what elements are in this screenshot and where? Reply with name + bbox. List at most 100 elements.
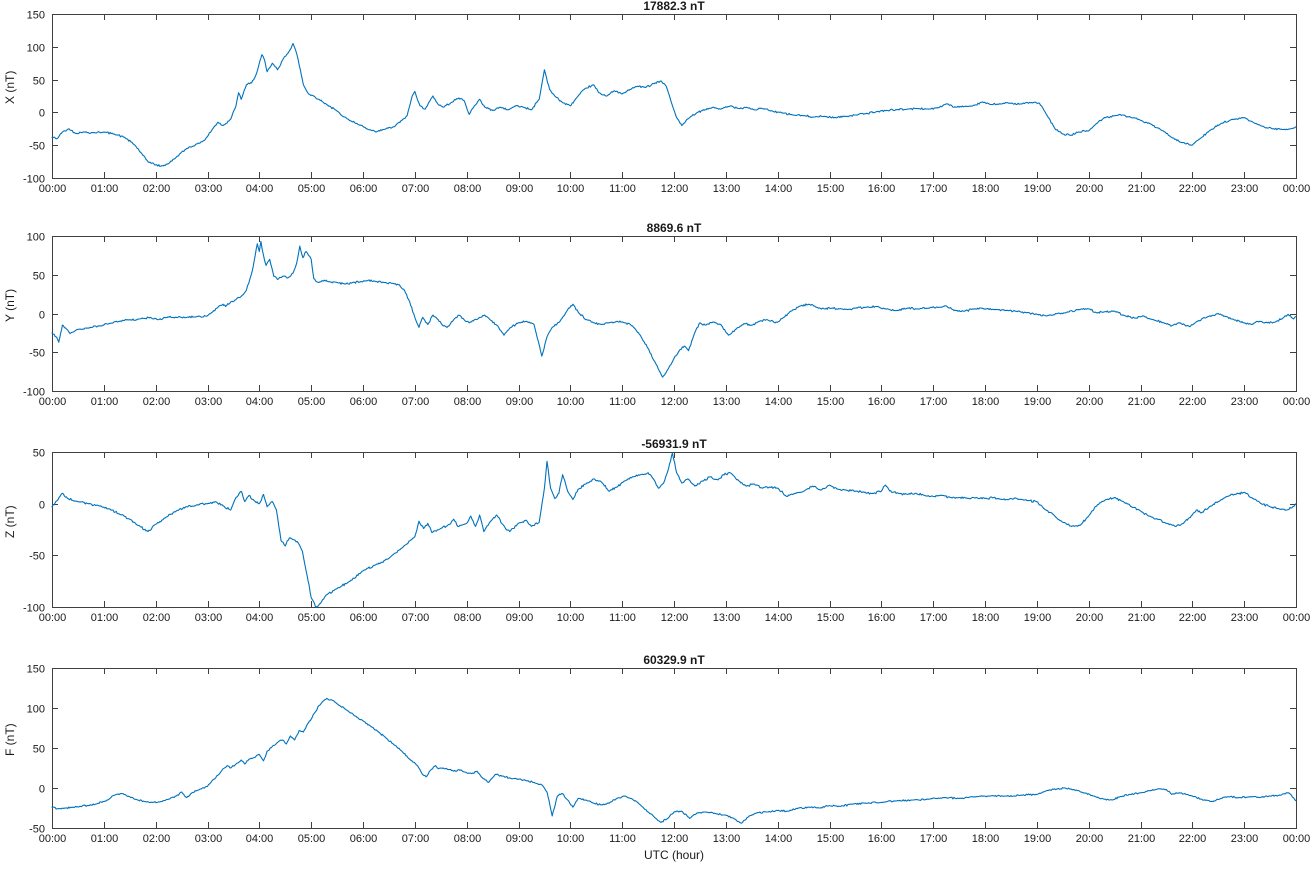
x-tick-label: 05:00 <box>298 833 326 845</box>
x-tick-label: 00:00 <box>39 612 67 624</box>
x-tick-label: 08:00 <box>454 396 482 408</box>
x-tick-label: 19:00 <box>1024 833 1052 845</box>
x-tick-label: 03:00 <box>195 183 223 195</box>
x-tick-label: 09:00 <box>506 396 534 408</box>
x-tick-label: 03:00 <box>195 833 223 845</box>
y-tick-label: -100 <box>23 174 45 186</box>
x-tick-label: 00:00 <box>39 183 67 195</box>
x-tick-label: 10:00 <box>557 396 585 408</box>
x-tick-label: 12:00 <box>661 183 689 195</box>
x-tick-label: 21:00 <box>1128 612 1156 624</box>
data-line-x <box>51 42 1297 167</box>
x-tick-label: 13:00 <box>713 612 741 624</box>
x-tick-label: 23:00 <box>1231 612 1259 624</box>
x-tick-label: 02:00 <box>143 833 171 845</box>
subplot-title-y: 8869.6 nT <box>646 221 702 235</box>
x-tick-label: 23:00 <box>1231 396 1259 408</box>
x-tick-label: 22:00 <box>1179 612 1207 624</box>
x-tick-label: 18:00 <box>972 833 1000 845</box>
x-tick-label: 17:00 <box>920 833 948 845</box>
subplot-title-f: 60329.9 nT <box>643 653 705 667</box>
x-tick-label: 04:00 <box>246 612 274 624</box>
subplot-title-x: 17882.3 nT <box>643 0 705 13</box>
x-tick-label: 13:00 <box>713 396 741 408</box>
x-tick-label: 20:00 <box>1076 833 1104 845</box>
x-tick-label: 04:00 <box>246 183 274 195</box>
x-tick-label: 14:00 <box>765 612 793 624</box>
y-tick-label: 50 <box>33 448 45 460</box>
x-tick-label: 10:00 <box>557 833 585 845</box>
x-tick-label: 06:00 <box>350 612 378 624</box>
y-tick-label: 50 <box>33 744 45 756</box>
x-tick-label: 07:00 <box>402 396 430 408</box>
x-tick-label: 14:00 <box>765 833 793 845</box>
x-tick-label: 22:00 <box>1179 183 1207 195</box>
x-tick-label: 01:00 <box>91 396 119 408</box>
x-tick-label: 05:00 <box>298 396 326 408</box>
x-tick-label: 11:00 <box>609 396 636 408</box>
x-tick-label: 16:00 <box>868 833 896 845</box>
axes-box <box>52 452 1297 608</box>
data-line-z <box>51 452 1297 608</box>
y-axis-label-x: X (nT) <box>3 70 17 104</box>
y-tick-label: -50 <box>29 824 45 836</box>
x-tick-label: 06:00 <box>350 183 378 195</box>
subplot-0: 00:00 01:00 02:00 03:00 04:00 05:00 06:00 07:00… <box>23 10 1310 196</box>
x-tick-label: 00:00 <box>39 396 67 408</box>
x-tick-label: 12:00 <box>661 833 689 845</box>
x-tick-label: 16:00 <box>868 396 896 408</box>
x-tick-label: 19:00 <box>1024 183 1052 195</box>
x-tick-label: 13:00 <box>713 833 741 845</box>
x-tick-label: 15:00 <box>817 183 845 195</box>
x-tick-label: 05:00 <box>298 183 326 195</box>
data-line-y <box>51 240 1297 378</box>
y-tick-label: 50 <box>33 76 45 88</box>
y-tick-label: -100 <box>23 387 45 399</box>
x-tick-label: 09:00 <box>506 612 534 624</box>
x-tick-label: 20:00 <box>1076 183 1104 195</box>
x-tick-label: 17:00 <box>920 396 948 408</box>
x-tick-label: 00:00 <box>1283 396 1311 408</box>
y-tick-label: 0 <box>39 500 45 512</box>
x-tick-label: 04:00 <box>246 833 274 845</box>
x-tick-label: 23:00 <box>1231 833 1259 845</box>
x-tick-label: 00:00 <box>1283 612 1311 624</box>
y-tick-label: 0 <box>39 310 45 322</box>
y-tick-label: -50 <box>29 551 45 563</box>
x-tick-label: 02:00 <box>143 396 171 408</box>
x-tick-label: 08:00 <box>454 183 482 195</box>
x-tick-label: 21:00 <box>1128 183 1156 195</box>
x-tick-label: 22:00 <box>1179 833 1207 845</box>
y-tick-label: -100 <box>23 603 45 615</box>
x-tick-label: 03:00 <box>195 612 223 624</box>
x-tick-label: 01:00 <box>91 833 119 845</box>
x-tick-label: 19:00 <box>1024 396 1052 408</box>
x-tick-label: 20:00 <box>1076 612 1104 624</box>
x-tick-label: 00:00 <box>1283 833 1311 845</box>
x-tick-label: 18:00 <box>972 612 1000 624</box>
axes-box <box>52 236 1297 392</box>
y-tick-label: 50 <box>33 271 45 283</box>
x-tick-label: 10:00 <box>557 183 585 195</box>
x-tick-label: 13:00 <box>713 183 741 195</box>
x-tick-label: 11:00 <box>609 183 636 195</box>
x-tick-label: 08:00 <box>454 612 482 624</box>
x-tick-label: 14:00 <box>765 183 793 195</box>
y-tick-label: 150 <box>27 664 45 676</box>
x-tick-label: 12:00 <box>661 612 689 624</box>
x-tick-label: 15:00 <box>817 396 845 408</box>
x-tick-label: 01:00 <box>91 612 119 624</box>
subplot-3: 00:00 01:00 02:00 03:00 04:00 05:00 06:00 07:00… <box>27 664 1311 846</box>
x-tick-label: 18:00 <box>972 183 1000 195</box>
y-tick-label: 100 <box>27 43 45 55</box>
subplot-2: 00:00 01:00 02:00 03:00 04:00 05:00 06:00 07:00… <box>23 448 1310 625</box>
x-tick-label: 17:00 <box>920 183 948 195</box>
x-tick-label: 15:00 <box>817 833 845 845</box>
y-tick-label: 0 <box>39 784 45 796</box>
x-tick-label: 07:00 <box>402 612 430 624</box>
x-tick-label: 08:00 <box>454 833 482 845</box>
y-axis-label-y: Y (nT) <box>3 288 17 322</box>
x-tick-label: 15:00 <box>817 612 845 624</box>
y-tick-label: -50 <box>29 141 45 153</box>
